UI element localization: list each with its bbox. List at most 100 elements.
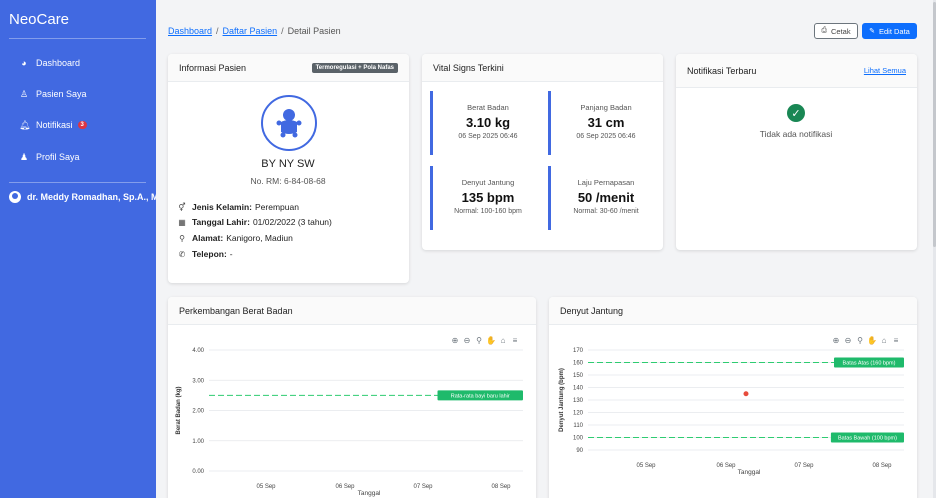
diagnosis-tag: Termoregulasi + Pola Nafas (311, 62, 398, 73)
info-row-address: ⚲ Alamat: Kanigoro, Madiun (177, 233, 293, 243)
x-tick-label: 07 Sep (794, 463, 814, 469)
map-marker-icon: ⚲ (179, 233, 185, 243)
card-header: Denyut Jantung (549, 297, 917, 325)
vital-sub: 06 Sep 2025 06:46 (458, 133, 518, 140)
breadcrumb-link-daftar-pasien[interactable]: Daftar Pasien (222, 26, 278, 36)
user-icon: ♟ (19, 151, 29, 162)
y-tick-label: 150 (573, 373, 584, 379)
x-tick-label: 08 Sep (872, 463, 892, 469)
card-header: Notifikasi Terbaru Lihat Semua (676, 54, 917, 88)
y-tick-label: 120 (573, 411, 584, 417)
zoom-out-icon[interactable]: ⊖ (845, 336, 852, 345)
vital-label: Denyut Jantung (461, 178, 515, 187)
zoom-in-icon[interactable]: ⊕ (452, 336, 459, 345)
menu-icon[interactable]: ≡ (894, 336, 899, 345)
info-value: - (229, 249, 233, 259)
patient-info-card: Informasi Pasien Termoregulasi + Pola Na… (168, 54, 409, 283)
card-title: Vital Signs Terkini (433, 62, 504, 73)
sidebar-item-profil-saya[interactable]: ♟ Profil Saya (19, 149, 80, 165)
weight-chart: ⊕ ⊖ ⚲ ✋ ⌂ ≡ 4.00 3.00 2.00 1.00 0.00 05 Sep 06 Sep 07… (176, 335, 523, 497)
scrollbar-thumb[interactable] (933, 2, 936, 247)
y-tick-label: 160 (573, 361, 584, 367)
print-icon: ⎙ (821, 27, 827, 34)
info-row-gender: ⚥ Jenis Kelamin: Perempuan (177, 202, 299, 212)
home-icon[interactable]: ⌂ (882, 336, 887, 345)
y-tick-label: 110 (573, 423, 583, 429)
y-tick-label: 0.00 (192, 469, 204, 475)
dashboard-icon: ◕ (21, 58, 27, 68)
heart-rate-chart: ⊕ ⊖ ⚲ ✋ ⌂ ≡ 170 160 150 140 130 120 110 100 90 05 Sep 06… (559, 335, 904, 476)
bell-icon: 🔔︎ (19, 119, 31, 130)
vital-sub: Normal: 30-60 /menit (573, 208, 639, 215)
weight-chart-card: Perkembangan Berat Badan ⊕ ⊖ ⚲ ✋ ⌂ ≡ 4.00 3.00 2… (168, 297, 536, 498)
y-axis-title: Denyut Jantung (bpm) (559, 368, 565, 432)
x-tick-label: 07 Sep (413, 484, 433, 490)
vital-label: Panjang Badan (580, 103, 632, 112)
zoom-in-icon[interactable]: ⊕ (833, 336, 840, 345)
sidebar-item-pasien-saya[interactable]: ♙ Pasien Saya (19, 86, 87, 102)
x-tick-label: 06 Sep (716, 463, 736, 469)
notification-count-badge: 3 (77, 121, 87, 129)
x-tick-label: 05 Sep (256, 484, 276, 490)
page-scrollbar[interactable] (933, 0, 936, 498)
brand-logo[interactable]: NeoCare (9, 11, 70, 28)
reference-label-bg (830, 432, 904, 443)
vital-sub: Normal: 100-160 bpm (454, 208, 522, 215)
reference-label: Batas Bawah (100 bpm) (838, 436, 897, 442)
print-button[interactable]: ⎙ Cetak (814, 23, 858, 39)
pan-icon[interactable]: ✋ (867, 335, 877, 345)
menu-icon[interactable]: ≡ (513, 336, 518, 345)
card-header: Vital Signs Terkini (422, 54, 663, 82)
breadcrumb-link-dashboard[interactable]: Dashboard (168, 26, 213, 36)
x-axis-title: Tanggal (738, 469, 761, 476)
y-tick-label: 3.00 (192, 378, 204, 384)
info-row-birthdate: ▦ Tanggal Lahir: 01/02/2022 (3 tahun) (177, 217, 332, 227)
card-title: Informasi Pasien (179, 62, 247, 73)
vital-value: 135 bpm (461, 190, 515, 205)
card-header: Perkembangan Berat Badan (168, 297, 536, 325)
user-circle-icon (9, 191, 21, 203)
breadcrumb-separator: / (281, 26, 284, 36)
see-all-link[interactable]: Lihat Semua (863, 66, 906, 75)
x-tick-label: 08 Sep (491, 484, 511, 490)
reference-label-bg (834, 357, 904, 368)
sidebar-item-label: Dashboard (36, 58, 81, 68)
home-icon[interactable]: ⌂ (501, 336, 506, 345)
data-point[interactable] (743, 391, 749, 397)
info-value: 01/02/2022 (3 tahun) (252, 217, 332, 227)
y-tick-label: 100 (573, 436, 584, 442)
patient-name: BY NY SW (261, 158, 315, 170)
user-profile[interactable]: dr. Meddy Romadhan, Sp.A., M (9, 191, 156, 203)
info-label: Alamat: (192, 233, 224, 243)
zoom-icon[interactable]: ⚲ (857, 336, 863, 345)
info-label: Telepon: (192, 249, 227, 259)
sidebar-item-notifikasi[interactable]: 🔔︎ Notifikasi 3 (19, 117, 87, 133)
vital-value: 31 cm (587, 115, 625, 130)
y-tick-label: 130 (573, 398, 584, 404)
vital-respiration: Laju Pernapasan 50 /menit Normal: 30-60 … (548, 166, 661, 230)
empty-notification-text: Tidak ada notifikasi (759, 129, 833, 139)
baby-icon (276, 109, 302, 138)
breadcrumb-separator: / (216, 26, 219, 36)
edit-icon: ✎ (869, 28, 875, 35)
x-axis-title: Tanggal (358, 490, 381, 497)
patient-rm: No. RM: 6-84-08-68 (250, 176, 326, 186)
reference-label-bg (437, 390, 523, 401)
pan-icon[interactable]: ✋ (486, 335, 496, 345)
sidebar-item-label: Profil Saya (36, 152, 80, 162)
check-circle-icon: ✓ (787, 104, 805, 122)
sidebar-divider (9, 38, 146, 39)
edit-button-label: Edit Data (879, 26, 910, 36)
card-header: Informasi Pasien Termoregulasi + Pola Na… (168, 54, 409, 82)
edit-data-button[interactable]: ✎ Edit Data (862, 23, 917, 39)
sidebar-item-dashboard[interactable]: ◕ Dashboard (19, 55, 80, 71)
vital-weight: Berat Badan 3.10 kg 06 Sep 2025 06:46 (430, 91, 543, 155)
sidebar-divider (9, 182, 146, 183)
zoom-icon[interactable]: ⚲ (476, 336, 482, 345)
y-tick-label: 2.00 (192, 409, 204, 415)
y-tick-label: 1.00 (192, 439, 204, 445)
y-tick-label: 170 (573, 348, 584, 354)
zoom-out-icon[interactable]: ⊖ (464, 336, 471, 345)
info-row-phone: ✆ Telepon: - (177, 249, 233, 259)
heart-rate-chart-card: Denyut Jantung ⊕ ⊖ ⚲ ✋ ⌂ ≡ 170 160 150 140 130 120 1… (549, 297, 917, 498)
